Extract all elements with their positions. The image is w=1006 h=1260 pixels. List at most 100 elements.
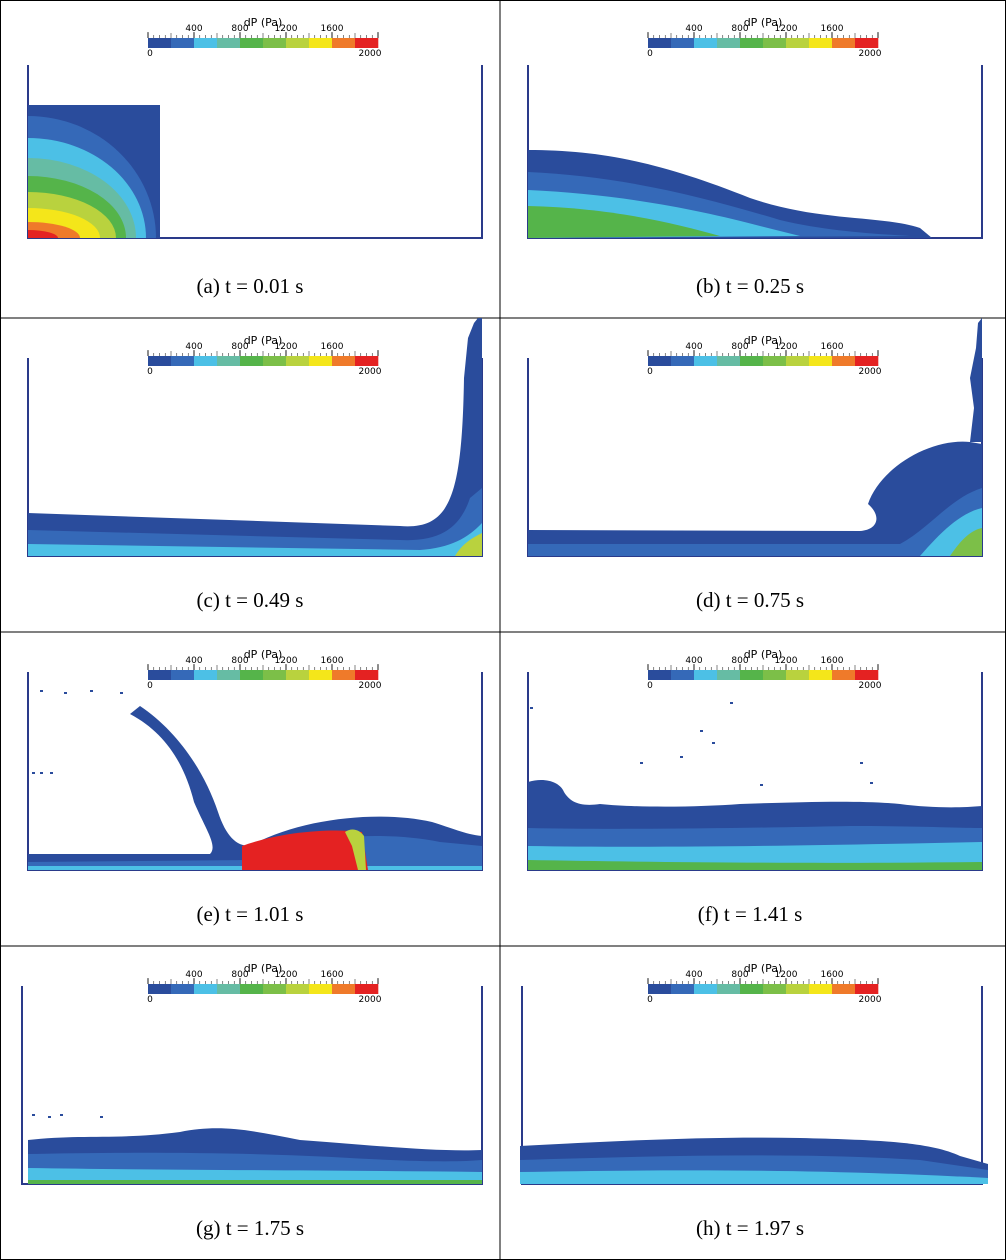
colorbar-swatch <box>717 356 740 366</box>
colorbar-tick-label: 1600 <box>321 656 344 666</box>
colorbar-swatch <box>809 984 832 994</box>
caption: (e) t = 1.01 s <box>197 902 304 926</box>
spray <box>870 782 873 784</box>
colorbar-tick-label: 1200 <box>775 656 798 666</box>
colorbar-swatch <box>263 356 286 366</box>
fluid-layer <box>0 230 58 246</box>
colorbar-swatch <box>648 38 671 48</box>
spray <box>640 762 643 764</box>
spray <box>60 1114 63 1116</box>
colorbar-swatch <box>332 984 355 994</box>
colorbar-swatch <box>763 670 786 680</box>
colorbar-swatch <box>648 670 671 680</box>
colorbar-swatch <box>148 38 171 48</box>
colorbar-tick-label: 400 <box>185 24 202 34</box>
colorbar-swatch <box>332 670 355 680</box>
colorbar-swatch <box>194 356 217 366</box>
colorbar-swatch <box>194 38 217 48</box>
colorbar-tick-label: 800 <box>731 342 748 352</box>
caption: (a) t = 0.01 s <box>197 274 304 298</box>
spray <box>860 762 863 764</box>
caption: (g) t = 1.75 s <box>196 1216 304 1240</box>
colorbar-swatch <box>694 670 717 680</box>
colorbar-swatch <box>217 984 240 994</box>
colorbar-swatch <box>740 38 763 48</box>
colorbar-swatch <box>332 356 355 366</box>
colorbar-tick-label: 1200 <box>775 342 798 352</box>
colorbar-swatch <box>740 356 763 366</box>
colorbar-swatch <box>717 984 740 994</box>
spray <box>120 692 123 694</box>
colorbar-tick-label: 800 <box>231 656 248 666</box>
colorbar-swatch <box>240 356 263 366</box>
spray <box>680 756 683 758</box>
colorbar-swatch <box>309 356 332 366</box>
spray <box>760 784 763 786</box>
colorbar-tick-label: 0 <box>147 681 153 691</box>
colorbar-tick-label: 0 <box>147 367 153 377</box>
colorbar-swatch <box>171 38 194 48</box>
colorbar-tick-label: 0 <box>147 49 153 59</box>
colorbar-swatch <box>855 356 878 366</box>
colorbar-tick-label: 1200 <box>275 24 298 34</box>
colorbar-swatch <box>286 984 309 994</box>
colorbar-tick-label: 2000 <box>859 995 882 1005</box>
caption: (h) t = 1.97 s <box>696 1216 804 1240</box>
colorbar-swatch <box>263 670 286 680</box>
colorbar-swatch <box>763 984 786 994</box>
colorbar-swatch <box>855 984 878 994</box>
fluid-layer <box>28 318 482 556</box>
colorbar-swatch <box>763 38 786 48</box>
spray <box>700 730 703 732</box>
colorbar-swatch <box>240 984 263 994</box>
colorbar-tick-label: 400 <box>685 970 702 980</box>
colorbar-swatch <box>263 984 286 994</box>
colorbar-tick-label: 1600 <box>321 342 344 352</box>
colorbar-tick-label: 1600 <box>821 342 844 352</box>
colorbar-swatch <box>148 356 171 366</box>
spray <box>40 772 43 774</box>
caption: (f) t = 1.41 s <box>698 902 803 926</box>
colorbar-tick-label: 1600 <box>821 970 844 980</box>
colorbar-tick-label: 2000 <box>859 367 882 377</box>
panel: dP (Pa)0400800120016002000(d) t = 0.75 s <box>528 318 982 612</box>
colorbar-swatch <box>332 38 355 48</box>
colorbar-swatch <box>763 356 786 366</box>
fluid-layer <box>28 1180 482 1184</box>
colorbar-swatch <box>671 38 694 48</box>
spray <box>90 690 93 692</box>
colorbar-swatch <box>832 984 855 994</box>
colorbar-swatch <box>217 670 240 680</box>
colorbar-swatch <box>855 670 878 680</box>
colorbar-swatch <box>355 38 378 48</box>
colorbar-tick-label: 0 <box>147 995 153 1005</box>
colorbar-swatch <box>263 38 286 48</box>
colorbar-swatch <box>855 38 878 48</box>
colorbar-tick-label: 400 <box>185 656 202 666</box>
colorbar-swatch <box>671 356 694 366</box>
colorbar-tick-label: 1200 <box>775 970 798 980</box>
colorbar-swatch <box>786 356 809 366</box>
colorbar-tick-label: 2000 <box>359 681 382 691</box>
colorbar-swatch <box>240 670 263 680</box>
colorbar-swatch <box>171 356 194 366</box>
colorbar-swatch <box>148 984 171 994</box>
colorbar-swatch <box>194 670 217 680</box>
colorbar-tick-label: 1200 <box>275 342 298 352</box>
colorbar-tick-label: 800 <box>731 24 748 34</box>
colorbar-swatch <box>309 984 332 994</box>
colorbar-tick-label: 2000 <box>859 681 882 691</box>
colorbar-swatch <box>355 670 378 680</box>
colorbar-swatch <box>148 670 171 680</box>
colorbar-swatch <box>355 984 378 994</box>
colorbar-swatch <box>717 670 740 680</box>
colorbar-swatch <box>717 38 740 48</box>
colorbar-tick-label: 2000 <box>359 367 382 377</box>
colorbar-swatch <box>355 356 378 366</box>
colorbar-tick-label: 1200 <box>275 656 298 666</box>
colorbar-swatch <box>694 356 717 366</box>
colorbar-tick-label: 0 <box>647 995 653 1005</box>
caption: (b) t = 0.25 s <box>696 274 804 298</box>
colorbar-swatch <box>832 356 855 366</box>
